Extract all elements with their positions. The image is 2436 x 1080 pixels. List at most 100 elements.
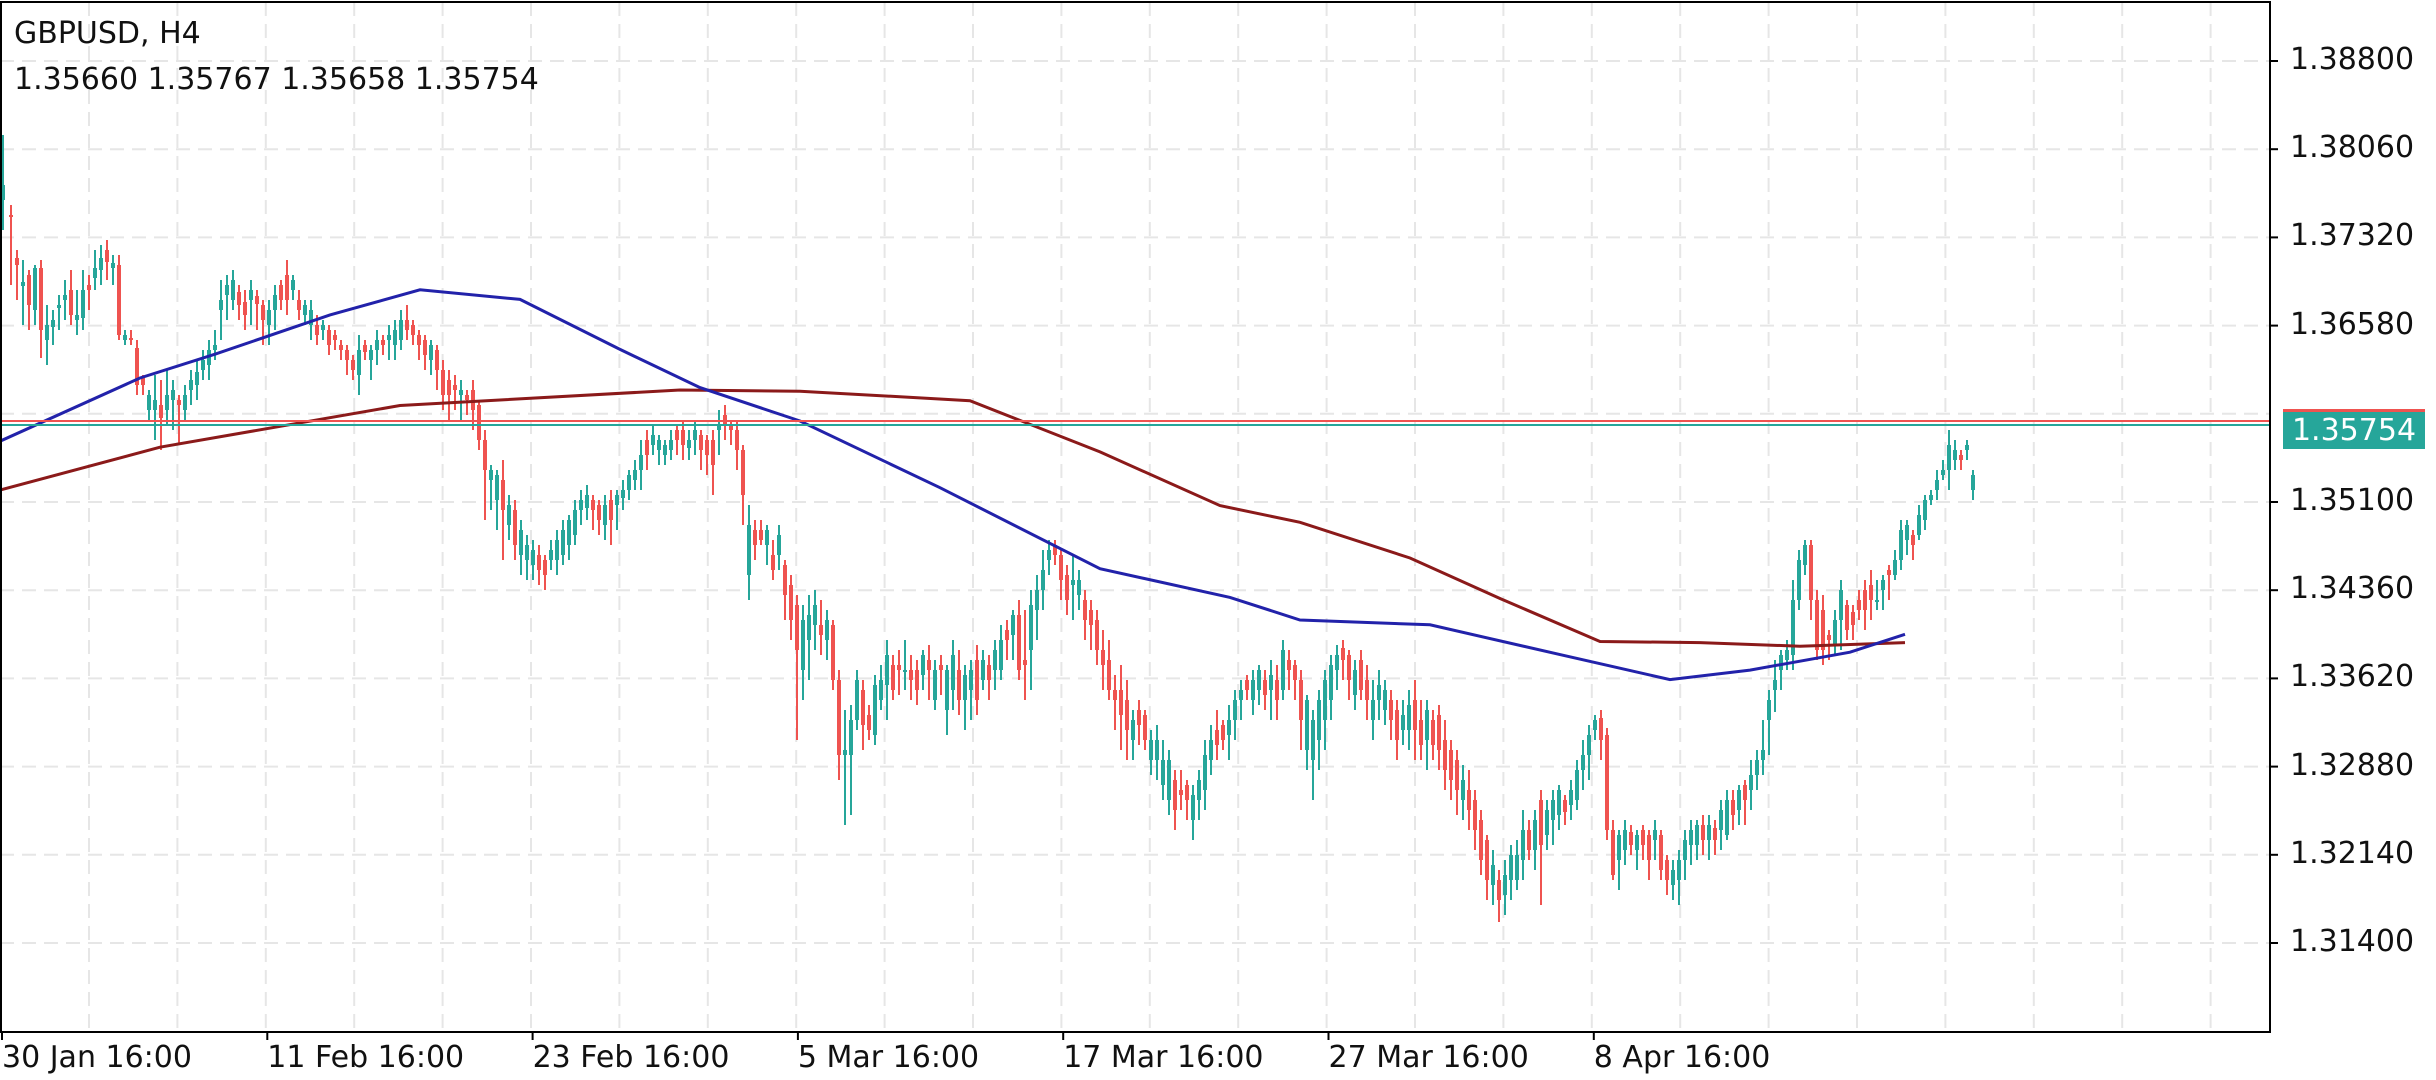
candle-body <box>615 495 619 505</box>
candle-body <box>1791 600 1795 655</box>
candle-body <box>1275 680 1279 700</box>
candle-body <box>1035 590 1039 610</box>
candle-body <box>1467 790 1471 810</box>
candle-body <box>1311 720 1315 760</box>
candle-body <box>1419 720 1423 745</box>
candle-body <box>195 372 199 385</box>
candle-body <box>1353 670 1357 695</box>
candle-body <box>1761 750 1765 760</box>
candle-body <box>1365 680 1369 700</box>
candle-body <box>1455 760 1459 790</box>
candle-body <box>225 285 229 295</box>
candle-body <box>1047 550 1051 560</box>
candle-body <box>1599 718 1603 740</box>
candle-body <box>87 285 91 290</box>
candle-body <box>1059 555 1063 580</box>
candle-body <box>1203 755 1207 790</box>
candle-body <box>1161 760 1165 785</box>
price-tick-label: 1.33620 <box>2290 659 2415 695</box>
candle-body <box>1251 680 1255 700</box>
candle-body <box>1725 800 1729 835</box>
candle-body <box>21 282 25 286</box>
candle-body <box>951 655 955 690</box>
candle-body <box>345 350 349 360</box>
candle-body <box>1335 655 1339 670</box>
plot-border <box>0 1 2271 1033</box>
candle-body <box>1719 810 1723 830</box>
candle-body <box>999 640 1003 670</box>
candle-body <box>1911 535 1915 545</box>
time-tick-label: 23 Feb 16:00 <box>532 1040 730 1075</box>
candle-body <box>1167 760 1171 800</box>
candle-body <box>1773 680 1777 690</box>
candle-body <box>1269 675 1273 690</box>
candle-body <box>801 620 805 670</box>
candle-body <box>1005 630 1009 640</box>
candle-body <box>69 290 73 315</box>
candle-body <box>1971 475 1975 490</box>
candle-body <box>1029 605 1033 650</box>
candle-body <box>645 440 649 455</box>
candle-body <box>1299 680 1303 720</box>
candle-body <box>1821 610 1825 650</box>
candle-body <box>201 360 205 370</box>
candle-body <box>1449 750 1453 780</box>
candle-body <box>843 750 847 755</box>
candle-body <box>1809 545 1813 600</box>
candle-body <box>1827 635 1831 640</box>
candle-body <box>633 470 637 480</box>
candle-body <box>1899 530 1903 560</box>
candle-body <box>231 280 235 300</box>
candle-body <box>675 430 679 440</box>
candle-body <box>93 268 97 278</box>
candle-body <box>111 263 115 268</box>
candle-body <box>1815 600 1819 650</box>
candle-body <box>1881 580 1885 590</box>
candle-body <box>1893 560 1897 575</box>
candle-body <box>1635 835 1639 850</box>
candle-body <box>189 380 193 390</box>
candle-body <box>1617 835 1621 860</box>
candle-body <box>423 340 427 355</box>
candle-body <box>291 280 295 290</box>
candle-body <box>1593 720 1597 730</box>
candle-body <box>141 378 145 385</box>
candle-body <box>237 292 241 305</box>
candle-body <box>1257 670 1261 690</box>
candle-body <box>837 680 841 755</box>
candle-body <box>963 675 967 700</box>
candle-body <box>1131 720 1135 740</box>
candle-body <box>1869 585 1873 600</box>
ma-fast-line <box>0 288 1906 682</box>
candle-body <box>447 380 451 395</box>
candle-body <box>1557 790 1561 815</box>
candle-body <box>627 475 631 490</box>
candle-body <box>897 665 901 670</box>
candle-body <box>375 340 379 350</box>
candle-body <box>1473 800 1477 830</box>
candle-body <box>915 670 919 690</box>
candle-body <box>1329 665 1333 700</box>
candle-body <box>309 310 313 325</box>
price-tick-label: 1.36580 <box>2290 306 2415 342</box>
candle-body <box>531 550 535 565</box>
candle-body <box>1611 830 1615 875</box>
candle-body <box>1797 560 1801 600</box>
candle-body <box>1065 575 1069 600</box>
candle-body <box>1107 660 1111 690</box>
candle-body <box>1623 830 1627 850</box>
price-tick-label: 1.34360 <box>2290 571 2415 607</box>
candle-body <box>1665 860 1669 880</box>
candle-body <box>1503 875 1507 895</box>
candle-body <box>537 555 541 570</box>
candle-body <box>957 670 961 700</box>
candle-body <box>711 440 715 465</box>
candle-body <box>1371 700 1375 720</box>
candle-body <box>1395 710 1399 740</box>
candle-body <box>1857 600 1861 610</box>
candle-body <box>183 395 187 410</box>
candle-body <box>495 475 499 500</box>
price-tick-label: 1.35100 <box>2290 483 2415 518</box>
candle-body <box>279 285 283 300</box>
